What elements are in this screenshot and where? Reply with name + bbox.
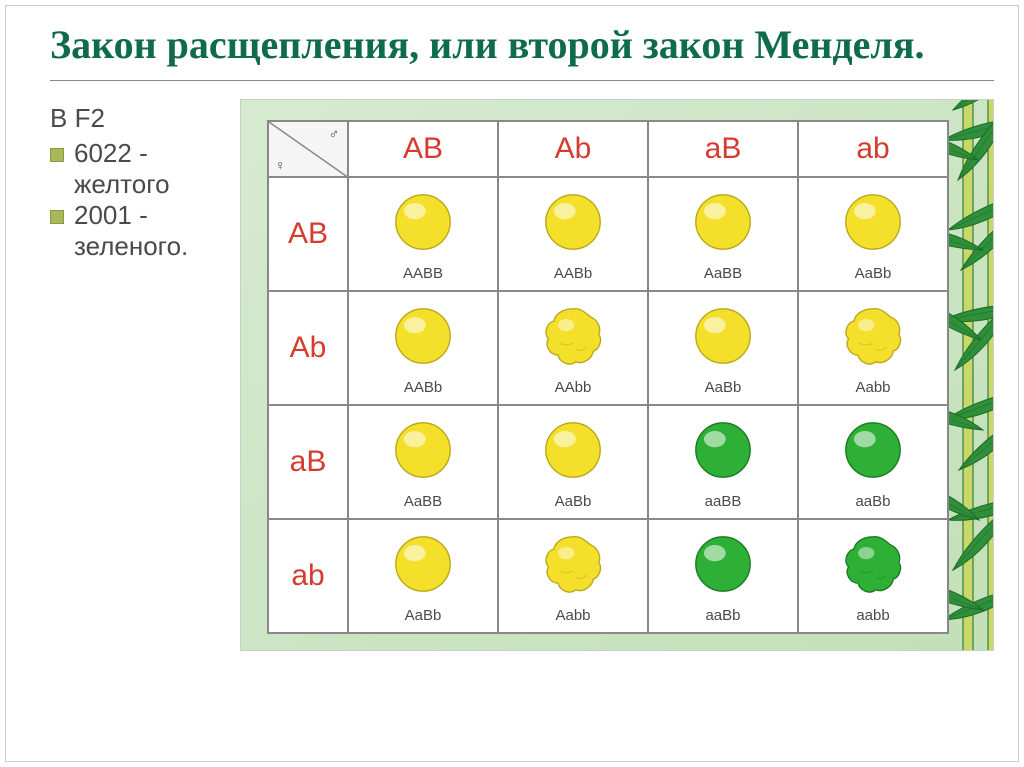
row-header: ab <box>268 519 348 633</box>
content-row: В F2 6022 - желтого 2001 - зеленого. <box>50 99 994 651</box>
pea-icon <box>389 530 457 603</box>
punnett-square: ♂ ♀ AB Ab aB ab AB AABB <box>267 120 949 634</box>
pea-icon <box>839 188 907 261</box>
pea-icon <box>689 416 757 489</box>
bullet-icon <box>50 148 64 162</box>
col-header: AB <box>348 121 498 177</box>
col-header: aB <box>648 121 798 177</box>
genotype-label: aaBb <box>705 607 740 624</box>
row-header: AB <box>268 177 348 291</box>
corner-cell: ♂ ♀ <box>268 121 348 177</box>
punnett-figure: ♂ ♀ AB Ab aB ab AB AABB <box>240 99 994 651</box>
genotype-label: AaBb <box>405 607 442 624</box>
pea-icon <box>689 530 757 603</box>
pea-icon <box>539 416 607 489</box>
punnett-cell: aaBB <box>648 405 798 519</box>
pea-icon <box>539 188 607 261</box>
pea-icon <box>539 302 607 375</box>
punnett-cell: AaBb <box>348 519 498 633</box>
genotype-label: AABb <box>554 265 592 282</box>
punnett-cell: AABb <box>498 177 648 291</box>
genotype-label: AABB <box>403 265 443 282</box>
genotype-label: AaBb <box>705 379 742 396</box>
punnett-cell: AaBB <box>348 405 498 519</box>
genotype-label: AaBb <box>855 265 892 282</box>
punnett-cell: AaBb <box>798 177 948 291</box>
col-header: Ab <box>498 121 648 177</box>
pea-icon <box>839 302 907 375</box>
punnett-cell: aaBb <box>798 405 948 519</box>
pea-icon <box>689 188 757 261</box>
count-label: 2001 - <box>74 200 188 231</box>
genotype-label: AABb <box>404 379 442 396</box>
color-label: желтого <box>74 169 170 200</box>
pea-icon <box>539 530 607 603</box>
row-header: Ab <box>268 291 348 405</box>
punnett-cell: AaBB <box>648 177 798 291</box>
punnett-cell: AAbb <box>498 291 648 405</box>
genotype-label: Aabb <box>555 607 590 624</box>
genotype-label: AaBB <box>704 265 742 282</box>
list-item: 6022 - желтого <box>50 138 230 200</box>
pea-icon <box>389 416 457 489</box>
pea-icon <box>389 188 457 261</box>
male-symbol-icon: ♂ <box>329 125 340 141</box>
count-label: 6022 - <box>74 138 170 169</box>
pea-icon <box>839 530 907 603</box>
color-label: зеленого. <box>74 231 188 262</box>
bullet-icon <box>50 210 64 224</box>
punnett-cell: aaBb <box>648 519 798 633</box>
punnett-cell: Aabb <box>798 291 948 405</box>
genotype-label: aaBb <box>855 493 890 510</box>
punnett-cell: AABb <box>348 291 498 405</box>
genotype-label: Aabb <box>855 379 890 396</box>
pea-icon <box>689 302 757 375</box>
punnett-cell: AaBb <box>498 405 648 519</box>
punnett-cell: AABB <box>348 177 498 291</box>
genotype-label: AaBb <box>555 493 592 510</box>
genotype-label: AaBB <box>404 493 442 510</box>
sidebar: В F2 6022 - желтого 2001 - зеленого. <box>50 99 230 262</box>
col-header: ab <box>798 121 948 177</box>
genotype-label: aabb <box>856 607 889 624</box>
punnett-cell: AaBb <box>648 291 798 405</box>
slide: Закон расщепления, или второй закон Менд… <box>0 0 1024 767</box>
female-symbol-icon: ♀ <box>275 157 286 173</box>
pea-icon <box>389 302 457 375</box>
slide-title: Закон расщепления, или второй закон Менд… <box>50 20 994 81</box>
punnett-cell: aabb <box>798 519 948 633</box>
genotype-label: aaBB <box>705 493 742 510</box>
pea-icon <box>839 416 907 489</box>
sidebar-intro: В F2 <box>50 103 230 134</box>
row-header: aB <box>268 405 348 519</box>
list-item: 2001 - зеленого. <box>50 200 230 262</box>
genotype-label: AAbb <box>555 379 592 396</box>
punnett-cell: Aabb <box>498 519 648 633</box>
